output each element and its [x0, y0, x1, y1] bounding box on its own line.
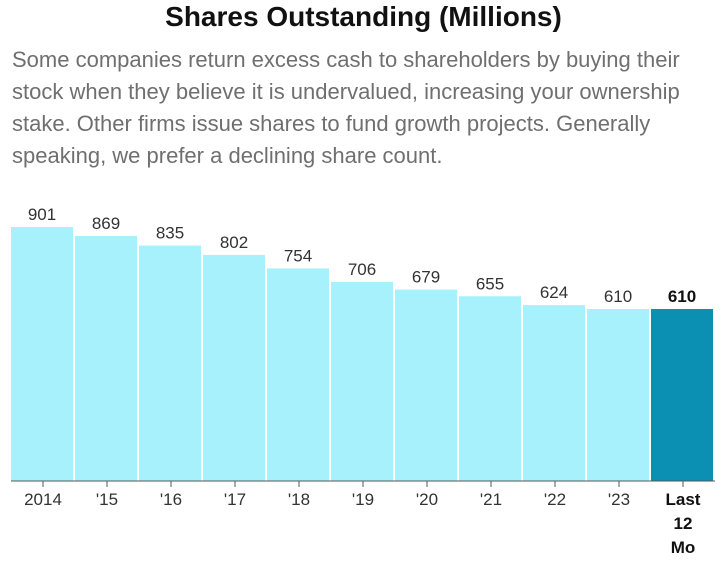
bar: [331, 282, 393, 481]
bar: [587, 309, 649, 481]
value-label: 655: [476, 274, 504, 293]
bar: [267, 268, 329, 481]
value-label: 610: [604, 287, 632, 306]
x-tick-label: '23: [608, 490, 630, 509]
value-label: 706: [348, 260, 376, 279]
value-label: 835: [156, 224, 184, 243]
x-tick-label: '17: [224, 490, 246, 509]
x-tick-label: '19: [352, 490, 374, 509]
x-tick-label: '21: [480, 490, 502, 509]
x-tick-label: Last 12 Mo: [666, 490, 701, 557]
x-tick-label: '22: [544, 490, 566, 509]
bar: [523, 305, 585, 481]
value-label: 624: [540, 283, 568, 302]
bar: [139, 245, 201, 481]
chart-title: Shares Outstanding (Millions): [165, 1, 562, 32]
value-label: 869: [92, 214, 120, 233]
x-label-group: 2014 '15 '16 '17 '18 '19 '20 '21 '22 '23 Last 12 Mo: [24, 490, 701, 557]
bar: [203, 254, 265, 481]
value-label: 679: [412, 268, 440, 287]
bar: [459, 296, 521, 481]
bar: [11, 227, 73, 481]
x-tick-label: '20: [416, 490, 438, 509]
value-label: 754: [284, 246, 312, 265]
bar-last-12-mo: [651, 309, 713, 481]
value-label: 610: [668, 287, 696, 306]
value-label: 802: [220, 233, 248, 252]
chart-subtitle: Some companies return excess cash to sha…: [12, 47, 680, 168]
bar: [395, 289, 457, 481]
value-label: 901: [28, 205, 56, 224]
x-tick-label: 2014: [24, 490, 62, 509]
bar-chart: 901 869 835 802 754 706 679 655 624 610 610 2014 '1…: [11, 205, 715, 557]
value-label-group: 901 869 835 802 754 706 679 655 624 610 610: [28, 205, 696, 306]
x-tick-group: [42, 481, 684, 487]
bar-group: [11, 227, 713, 481]
x-tick-label: '15: [96, 490, 118, 509]
x-tick-label: '16: [160, 490, 182, 509]
bar: [75, 236, 137, 481]
x-tick-label: '18: [288, 490, 310, 509]
